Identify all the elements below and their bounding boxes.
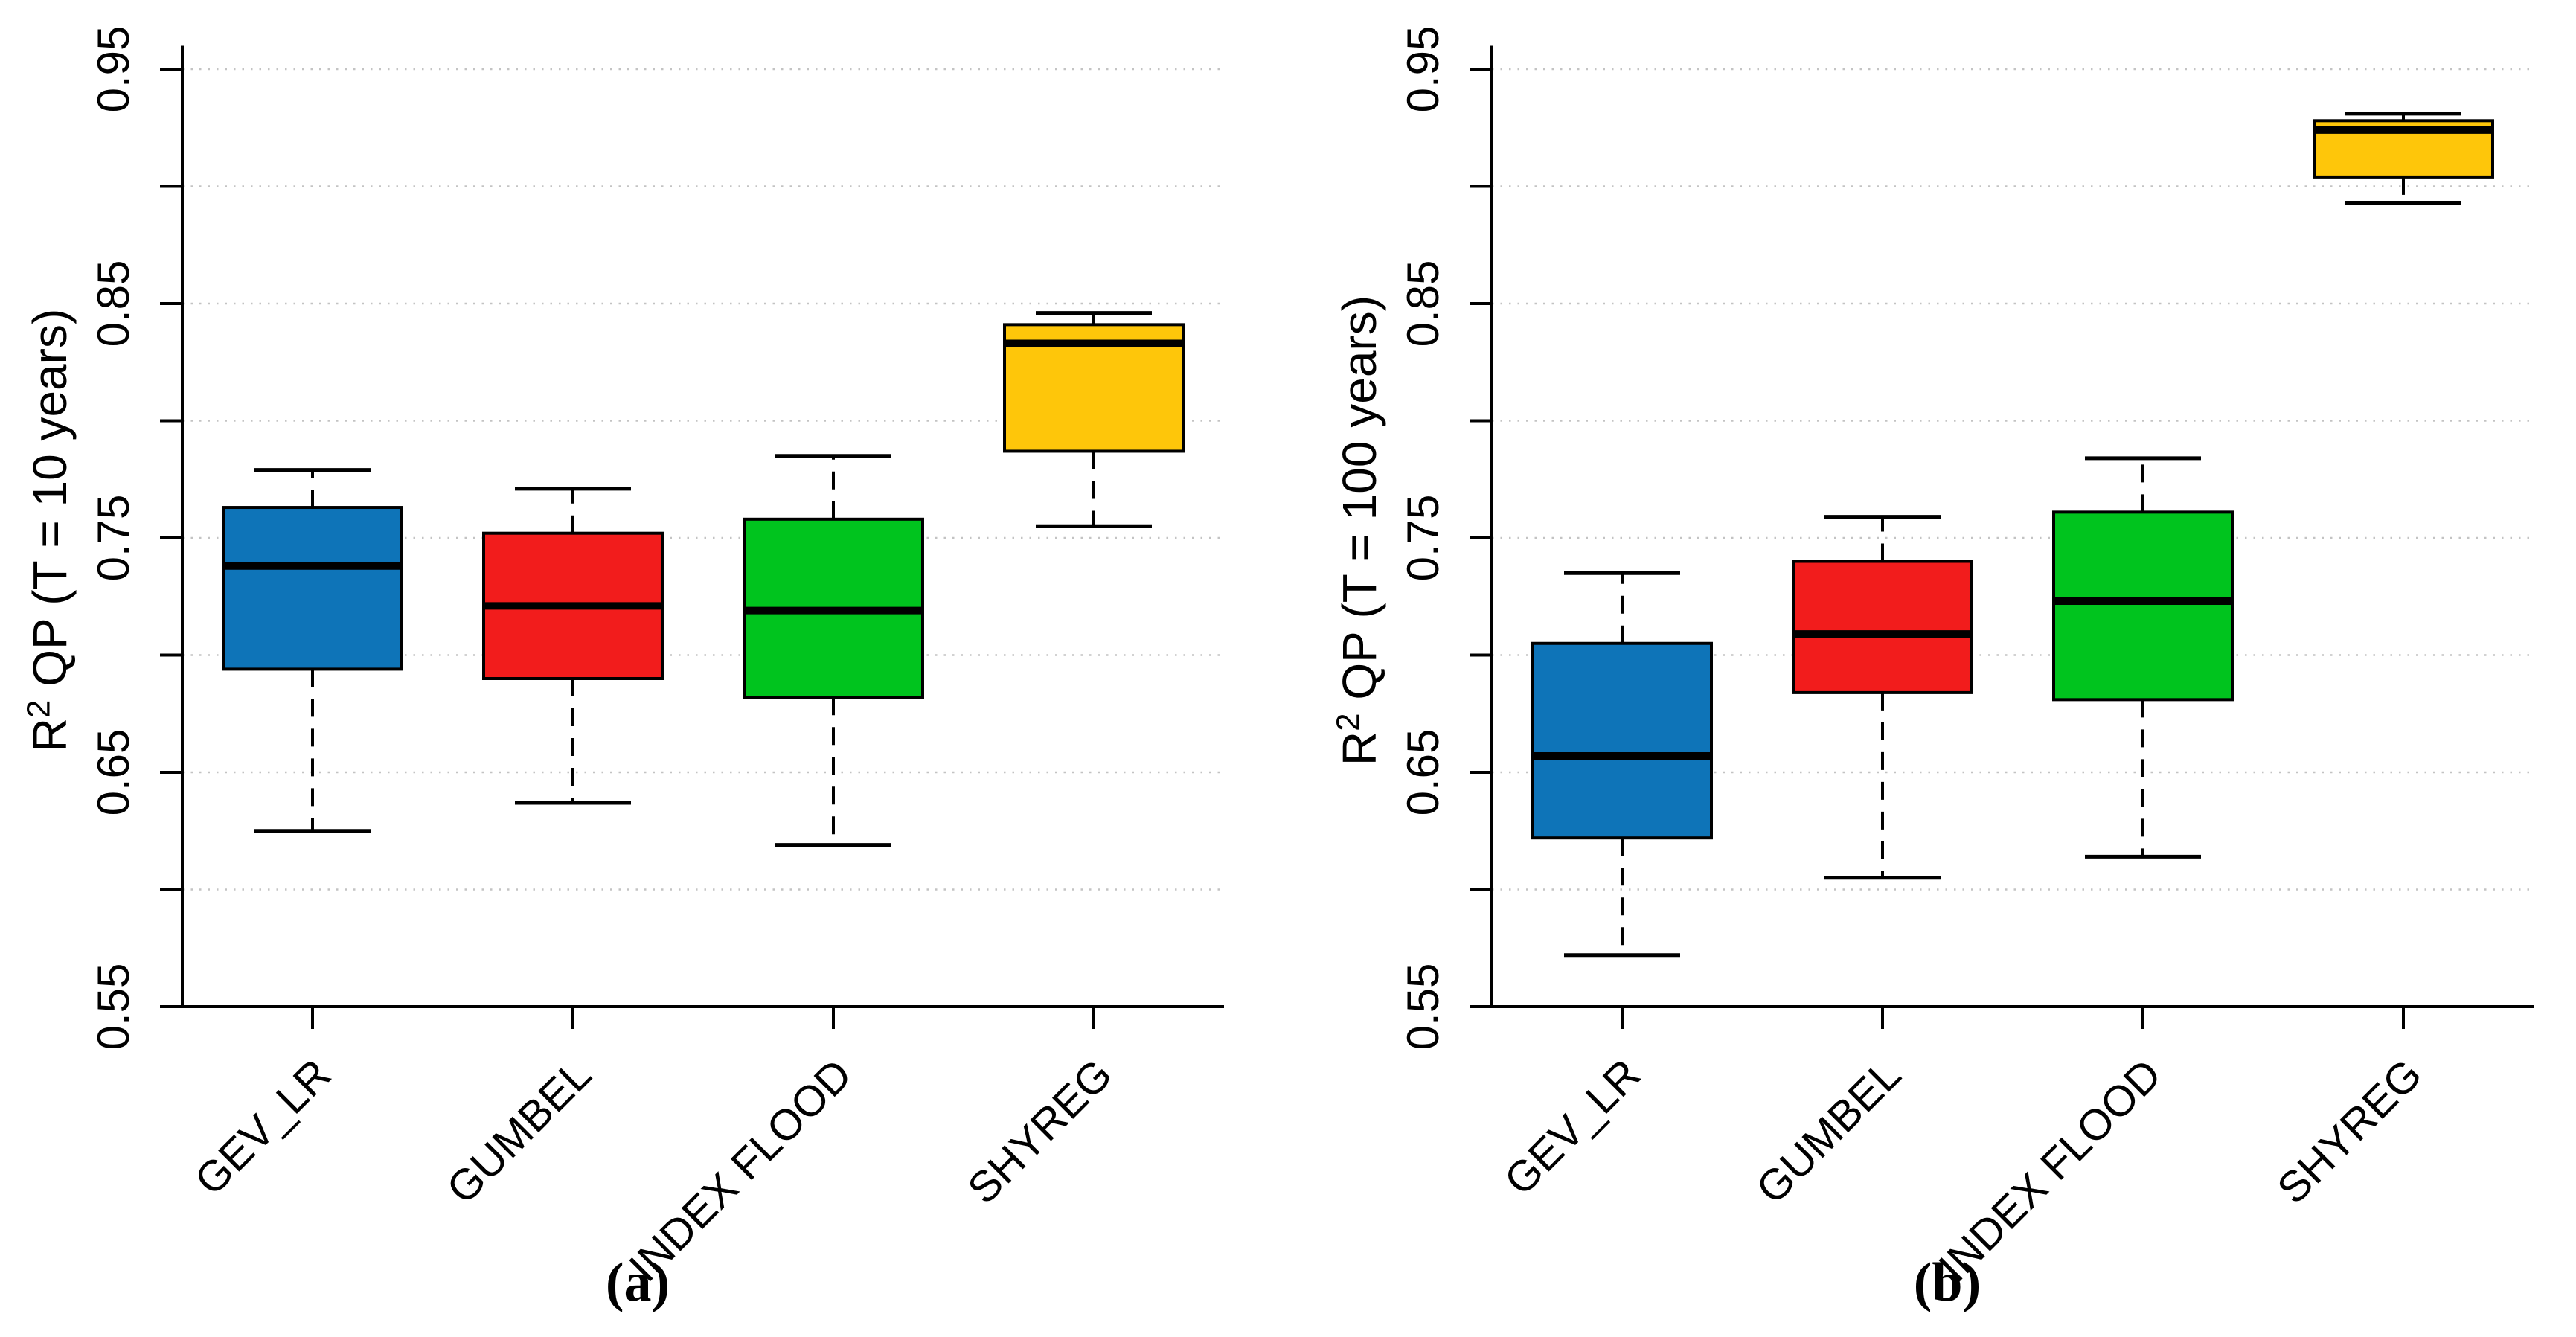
- y-axis-title-base: R: [23, 718, 77, 753]
- y-tick-label-0.95: 0.95: [1398, 26, 1448, 113]
- box-group-SHYREG: [2313, 112, 2494, 205]
- y-axis-title-rest: QP (T = 100 years): [1333, 295, 1386, 714]
- box-GEV_LR: [1531, 641, 1713, 840]
- y-axis-title-panel-b: R2 QP (T = 100 years): [1326, 196, 1393, 865]
- category-label-GUMBEL: GUMBEL: [438, 1050, 600, 1213]
- category-label-GEV_LR: GEV_LR: [1495, 1050, 1650, 1205]
- box-GEV_LR: [222, 506, 403, 671]
- y-tick-label-0.75: 0.75: [1398, 495, 1448, 582]
- y-tick-label-0.55: 0.55: [1398, 964, 1448, 1051]
- panel-label-b: (b): [1913, 1252, 1981, 1313]
- y-axis-title-superscript: 2: [1330, 713, 1367, 731]
- y-tick-label-0.55: 0.55: [89, 964, 138, 1051]
- box-group-GEV_LR: [1531, 571, 1713, 958]
- y-tick-label-0.65: 0.65: [89, 729, 138, 816]
- y-tick-label-0.65: 0.65: [1398, 729, 1448, 816]
- panel-label-a: (a): [605, 1252, 670, 1313]
- y-axis-title-panel-a: R2 QP (T = 10 years): [16, 196, 83, 865]
- box-group-GEV_LR: [222, 468, 403, 833]
- y-tick-label-0.85: 0.85: [1398, 260, 1448, 347]
- y-axis-title-superscript: 2: [20, 699, 57, 719]
- box-group-INDEX FLOOD: [2052, 456, 2234, 859]
- category-label-SHYREG: SHYREG: [958, 1050, 1121, 1213]
- y-tick-label-0.75: 0.75: [89, 495, 138, 582]
- box-INDEX FLOOD: [2052, 510, 2234, 702]
- box-group-INDEX FLOOD: [743, 454, 924, 847]
- box-group-GUMBEL: [1792, 515, 1973, 880]
- category-label-GUMBEL: GUMBEL: [1747, 1050, 1910, 1213]
- y-tick-label-0.95: 0.95: [89, 26, 138, 113]
- box-GUMBEL: [1792, 560, 1973, 694]
- y-axis-title-base: R: [1333, 731, 1386, 766]
- box-group-GUMBEL: [482, 487, 664, 805]
- box-group-SHYREG: [1003, 311, 1185, 528]
- category-label-GEV_LR: GEV_LR: [185, 1050, 340, 1205]
- y-axis-title-rest: QP (T = 10 years): [23, 308, 77, 700]
- y-tick-label-0.85: 0.85: [89, 260, 138, 347]
- category-label-SHYREG: SHYREG: [2268, 1050, 2431, 1213]
